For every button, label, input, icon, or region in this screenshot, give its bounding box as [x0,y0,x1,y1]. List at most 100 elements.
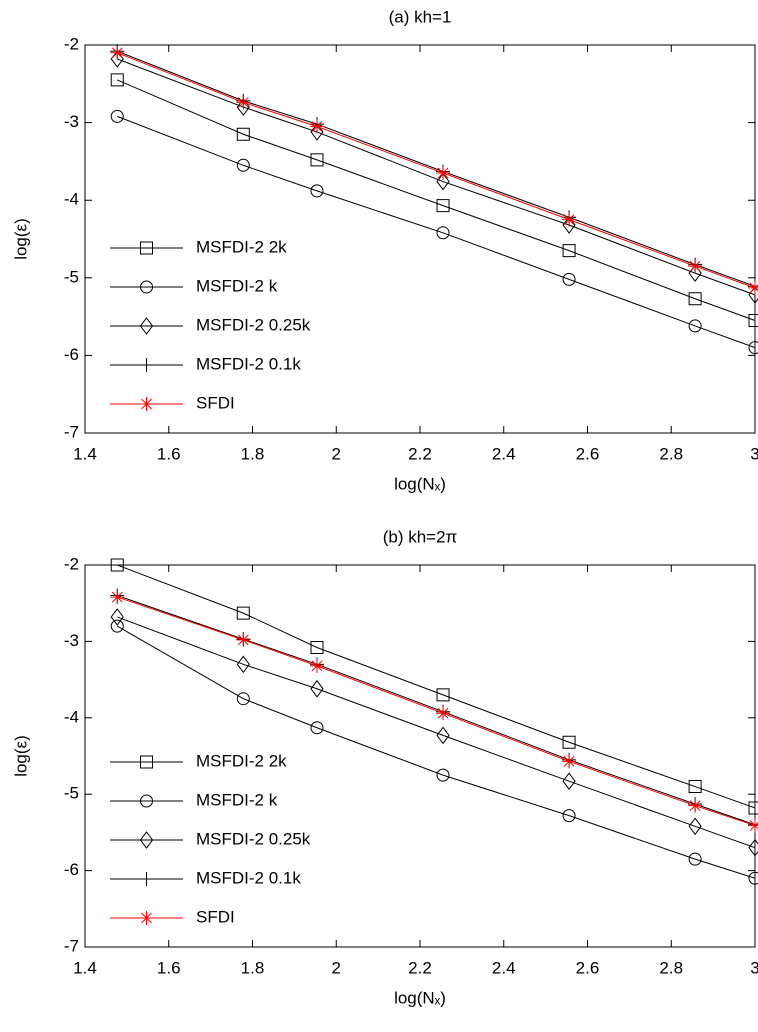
legend-marker [139,397,154,411]
x-tick-label: 1.6 [157,444,181,463]
marker [436,726,450,745]
subplot: (a) kh=1 log(Nₓ) log(ε) 1.4 1.6 1.8 2 2.2 2.4 2.6… [11,7,758,493]
marker [562,754,577,769]
marker [748,871,758,885]
x-tick-label: 3 [750,958,758,977]
y-tick-label: -5 [64,267,79,286]
legend-marker [139,872,154,886]
y-tick-label: -3 [64,112,79,131]
x-tick-label: 3 [750,444,758,463]
plot-area [84,564,756,948]
y-axis-label: log(ε) [11,218,30,260]
marker [310,679,324,698]
legend-label: MSFDI-2 k [196,790,278,809]
legend-label: MSFDI-2 2k [196,751,287,770]
marker [310,153,324,167]
legend-marker [139,911,154,925]
y-axis-label: log(ε) [11,735,30,777]
y-tick-label: -3 [64,631,79,650]
legend-marker [140,241,153,255]
x-tick-label: 2.4 [492,958,516,977]
marker [562,772,576,791]
marker [688,798,703,813]
marker [309,119,324,134]
marker [748,280,758,295]
x-axis-label: log(Nₓ) [394,988,446,1007]
legend-label: MSFDI-2 k [196,276,278,295]
x-tick-label: 2.2 [408,958,432,977]
x-tick-label: 2 [332,444,341,463]
marker [236,606,250,620]
marker [748,313,758,327]
marker [436,768,450,782]
marker [436,166,451,181]
marker [236,95,251,110]
marker [562,212,577,227]
legend-marker [140,755,153,769]
series-line [116,625,756,879]
marker [310,184,324,198]
marker [748,838,758,857]
x-tick-label: 1.8 [241,958,265,977]
x-tick-label: 1.4 [73,444,97,463]
marker [236,98,250,116]
x-axis-label: log(Nₓ) [394,474,446,493]
marker [110,45,125,60]
y-tick-label: -6 [64,345,79,364]
marker [436,199,450,213]
marker [688,292,702,306]
series-line [117,115,756,349]
legend-label: MSFDI-2 0.1k [196,354,301,373]
x-tick-label: 2 [332,958,341,977]
chart-title: (a) kh=1 [389,7,452,26]
x-tick-label: 1.4 [73,958,97,977]
x-tick-label: 2.2 [408,444,432,463]
marker [110,608,124,626]
y-tick-label: -2 [64,34,79,53]
x-tick-label: 2.4 [492,444,516,463]
y-tick-label: -6 [64,860,79,879]
y-tick-label: -5 [64,784,79,803]
marker [236,655,250,674]
legend-marker [139,831,154,849]
legend-label: SFDI [196,907,235,926]
subplot: (b) kh=2π log(Nₓ) log(ε) 1.4 1.6 1.8 2 2.2 2.4 2.… [11,527,758,1007]
legend-marker [139,280,154,294]
marker [110,109,124,123]
marker [310,641,324,655]
marker [748,818,758,833]
marker [562,244,576,258]
series-line [117,79,756,321]
x-tick-label: 1.6 [157,958,181,977]
y-tick-label: -7 [64,422,79,441]
legend-label: MSFDI-2 0.25k [196,315,311,334]
marker [436,226,450,240]
marker [688,259,703,274]
marker [310,123,324,141]
marker [688,852,702,866]
x-tick-label: 1.8 [241,444,265,463]
series-line [117,616,756,849]
marker [688,780,702,794]
marker [436,688,450,702]
y-tick-label: -2 [64,554,79,573]
marker [110,558,124,572]
x-tick-label: 2.6 [576,958,600,977]
marker [436,706,451,721]
marker [110,73,124,87]
x-tick-label: 2.8 [659,958,683,977]
plot-area [84,44,756,434]
legend-label: MSFDI-2 0.25k [196,829,311,848]
y-tick-label: -4 [64,707,79,726]
marker [688,319,702,333]
marker [236,127,250,141]
marker [748,341,758,355]
y-tick-label: -4 [64,190,79,209]
marker [310,721,324,735]
legend-marker [139,794,154,808]
marker [236,158,250,172]
marker [748,801,758,815]
marker [110,590,125,605]
